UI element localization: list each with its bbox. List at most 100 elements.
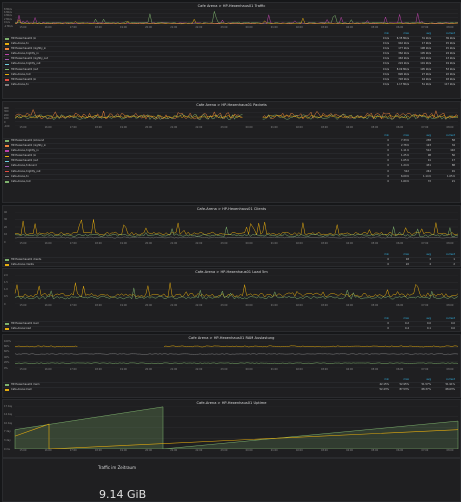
series-name[interactable]: HP-Hexenhaus01 /in bbox=[11, 154, 37, 158]
legend-row[interactable]: HP-Hexenhaus01 clients 0 18 3 1 bbox=[3, 257, 460, 262]
series-name[interactable]: HP-Hexenhaus01 /in bbox=[11, 77, 37, 81]
legend-column-avg[interactable]: avg bbox=[426, 378, 431, 381]
graph-panel-5[interactable]: Cafe Arena > HP-Hexenhaus01 RAM Auslastu… bbox=[2, 334, 461, 398]
legend-column-min[interactable]: min bbox=[384, 378, 389, 381]
panel-title[interactable]: Cafe-Arena > HP-Hexenhaus01 Load 5m bbox=[195, 270, 268, 274]
legend-row[interactable]: Cafe-Arena /nightly_out 0 b/s 224 kb/s 101 … bbox=[3, 61, 460, 66]
legend-column-current[interactable]: current bbox=[445, 32, 455, 35]
series-name[interactable]: Cafe-Arena /in bbox=[11, 82, 29, 86]
legend-column-avg[interactable]: avg bbox=[426, 134, 431, 137]
series-name[interactable]: HP-Hexenhaus01 load bbox=[11, 322, 39, 325]
legend-column-current[interactable]: current bbox=[445, 317, 455, 320]
legend-row[interactable]: HP-Hexenhaus01 /in 0 1.25 K 98 56 bbox=[3, 153, 460, 158]
graph-panel-1[interactable]: Cafe Arena > HP-Hexenhaus01 Traffic 8 Mb/… bbox=[2, 2, 461, 99]
panel-title[interactable]: Cafe-Arena > HP-Hexenhaus01 Uptime bbox=[196, 401, 267, 405]
panel-title[interactable]: Cafe Arena > HP-Hexenhaus01 RAM Auslastu… bbox=[188, 336, 275, 340]
graph-plot[interactable] bbox=[3, 341, 460, 368]
graph-panel-2[interactable]: Cafe Arena > HP-Hexenhaus01 Packets 400 30… bbox=[2, 101, 461, 203]
legend-row[interactable]: HP-Hexenhaus01 /nightly_in 0 2.78 K 123 34 bbox=[3, 143, 460, 148]
series-name[interactable]: Cafe-Arena /in bbox=[11, 174, 29, 178]
x-tick-label: 06:00 bbox=[396, 368, 404, 371]
legend-row[interactable]: HP-Hexenhaus01 /in 0 b/s 793 kb/s 44 kb/s 18… bbox=[3, 76, 460, 82]
legend-column-current[interactable]: current bbox=[445, 253, 455, 256]
series-name[interactable]: Cafe-Arena /out bbox=[11, 72, 31, 76]
graph-panel-6[interactable]: Cafe-Arena > HP-Hexenhaus01 Uptime 17 day… bbox=[2, 399, 461, 465]
graph-plot[interactable] bbox=[3, 275, 460, 304]
series-name[interactable]: HP-Hexenhaus01 /nightly_in bbox=[11, 144, 47, 148]
legend-column-max[interactable]: max bbox=[403, 32, 409, 35]
legend-row[interactable]: Cafe-Arena /out 0 b/s 826 kb/s 27 kb/s 22 kb… bbox=[3, 71, 460, 77]
legend-value-min: 0 b/s bbox=[382, 72, 389, 76]
legend-row[interactable]: HP-Hexenhaus01 /inbound 0 7.33 K 238 58 bbox=[3, 138, 460, 143]
legend-row[interactable]: HP-Hexenhaus01 mem 42.15% 52.95% 51.57% 51.9… bbox=[3, 382, 460, 387]
series-name[interactable]: Cafe-Arena clients bbox=[11, 263, 34, 267]
series-name[interactable]: HP-Hexenhaus01 /inbound bbox=[11, 139, 45, 142]
legend-value-avg: 101 kb/s bbox=[420, 62, 431, 66]
legend-column-min[interactable]: min bbox=[384, 253, 389, 256]
legend-column-max[interactable]: max bbox=[403, 317, 409, 320]
legend-row[interactable]: HP-Hexenhaus01 load 0 0.2 0.0 0.0 bbox=[3, 321, 460, 326]
legend-column-max[interactable]: max bbox=[403, 378, 409, 381]
graph-plot[interactable] bbox=[3, 108, 460, 126]
series-name[interactable]: HP-Hexenhaus01 /out bbox=[11, 159, 39, 163]
graph-plot[interactable] bbox=[3, 9, 460, 26]
series-name[interactable]: Cafe-Arena load bbox=[11, 327, 32, 331]
legend-row[interactable]: Cafe-Arena mem 52.43% 87.53% 68.37% 68.63% bbox=[3, 387, 460, 392]
legend-row[interactable]: Cafe-Arena /inbound 0 1.24 K 431 88 bbox=[3, 163, 460, 168]
series-name[interactable]: Cafe-Arena mem bbox=[11, 388, 33, 392]
legend-row[interactable]: Cafe-Arena /in 0 b/s 942 kb/s 17 kb/s 15 kb/… bbox=[3, 41, 460, 46]
legend-column-min[interactable]: min bbox=[384, 317, 389, 320]
series-name[interactable]: HP-Hexenhaus01 /out bbox=[11, 67, 39, 71]
legend-value-min: 0 bbox=[387, 144, 389, 148]
series-name[interactable]: Cafe-Arena /nightly_out bbox=[11, 169, 41, 173]
legend-row[interactable]: Cafe-Arena /in 0 6.09 K 1.14 K 1.05 K bbox=[3, 173, 460, 179]
series-name[interactable]: HP-Hexenhaus01 /nightly_in bbox=[11, 47, 47, 51]
legend-value-current: 39 kb/s bbox=[445, 37, 455, 40]
legend-column-current[interactable]: current bbox=[445, 378, 455, 381]
series-name[interactable]: Cafe-Arena /inbound bbox=[11, 164, 37, 168]
legend-row[interactable]: Cafe-Arena /out 0 1.60 K 72 21 bbox=[3, 178, 460, 184]
legend-row[interactable]: Cafe-Arena /nightly_in 0 1.11 K 512 102 bbox=[3, 148, 460, 153]
legend-row[interactable]: Cafe-Arena clients 0 22 4 2 bbox=[3, 262, 460, 267]
panel-title[interactable]: Cafe Arena > HP-Hexenhaus01 Traffic bbox=[197, 4, 266, 8]
legend-column-avg[interactable]: avg bbox=[426, 317, 431, 320]
series-name[interactable]: HP-Hexenhaus01 clients bbox=[11, 258, 42, 261]
legend-row[interactable]: Cafe-Arena /nightly_out 0 512 244 91 bbox=[3, 168, 460, 174]
series-name[interactable]: Cafe-Arena /out bbox=[11, 179, 31, 183]
legend-row[interactable]: HP-Hexenhaus01 /out 0 1.05 K 41 17 bbox=[3, 158, 460, 163]
legend-column-avg[interactable]: avg bbox=[426, 32, 431, 35]
legend-column-min[interactable]: min bbox=[384, 32, 389, 35]
legend-column-avg[interactable]: avg bbox=[426, 253, 431, 256]
series-name[interactable]: Cafe-Arena /nightly_out bbox=[11, 62, 41, 66]
legend-value-min: 0 bbox=[387, 154, 389, 158]
legend-value-max: 1.11 K bbox=[400, 149, 409, 153]
legend-value-current: 15 kb/s bbox=[445, 42, 455, 46]
graph-panel-3[interactable]: Cafe-Arena > HP-Hexenhaus01 Clients 40 30 2… bbox=[2, 205, 461, 267]
legend-column-current[interactable]: current bbox=[445, 134, 455, 137]
series-name[interactable]: HP-Hexenhaus01 /nightly_out bbox=[11, 57, 48, 61]
legend-row[interactable]: HP-Hexenhaus01 /out 0 b/s 8.09 Mb/s 195 kb/… bbox=[3, 66, 460, 72]
series-name[interactable]: Cafe-Arena /in bbox=[11, 42, 29, 46]
legend-column-min[interactable]: min bbox=[384, 134, 389, 137]
legend-row[interactable]: Cafe-Arena load 0 0.4 0.1 0.0 bbox=[3, 326, 460, 331]
graph-plot[interactable] bbox=[3, 212, 460, 242]
graph-plot[interactable] bbox=[3, 406, 460, 449]
series-name[interactable]: HP-Hexenhaus01 mem bbox=[11, 383, 40, 386]
series-name[interactable]: Cafe-Arena /nightly_in bbox=[11, 52, 39, 56]
legend-row[interactable]: Cafe-Arena /nightly_in 0 b/s 362 kb/s 105 k… bbox=[3, 51, 460, 56]
legend-row[interactable]: HP-Hexenhaus01 /nightly_out 0 b/s 463 kb/s… bbox=[3, 56, 460, 61]
series-name[interactable]: HP-Hexenhaus01 /in bbox=[11, 37, 37, 40]
legend-row[interactable]: Cafe-Arena /in 0 b/s 1.17 Mb/s 51 kb/s 117 k… bbox=[3, 81, 460, 87]
series-name[interactable]: Cafe-Arena /nightly_in bbox=[11, 149, 39, 153]
panel-title[interactable]: Cafe-Arena > HP-Hexenhaus01 Clients bbox=[196, 207, 267, 211]
x-tick-label: 04:00 bbox=[346, 449, 353, 452]
graph-panel-4[interactable]: Cafe-Arena > HP-Hexenhaus01 Load 5m 2.0 1.… bbox=[2, 268, 461, 332]
x-tick-label: 06:00 bbox=[396, 26, 404, 29]
y-tick-label: 1.5 bbox=[4, 280, 8, 284]
panel-title[interactable]: Cafe Arena > HP-Hexenhaus01 Packets bbox=[196, 103, 267, 107]
y-tick-label: 40 bbox=[4, 210, 8, 214]
legend-row[interactable]: HP-Hexenhaus01 /nightly_in 0 b/s 177 kb/s 1… bbox=[3, 46, 460, 51]
legend-row[interactable]: HP-Hexenhaus01 /in 0 b/s 6.35 Mb/s 31 kb/s 3… bbox=[3, 36, 460, 41]
legend-column-max[interactable]: max bbox=[403, 134, 409, 137]
legend-column-max[interactable]: max bbox=[403, 253, 409, 256]
